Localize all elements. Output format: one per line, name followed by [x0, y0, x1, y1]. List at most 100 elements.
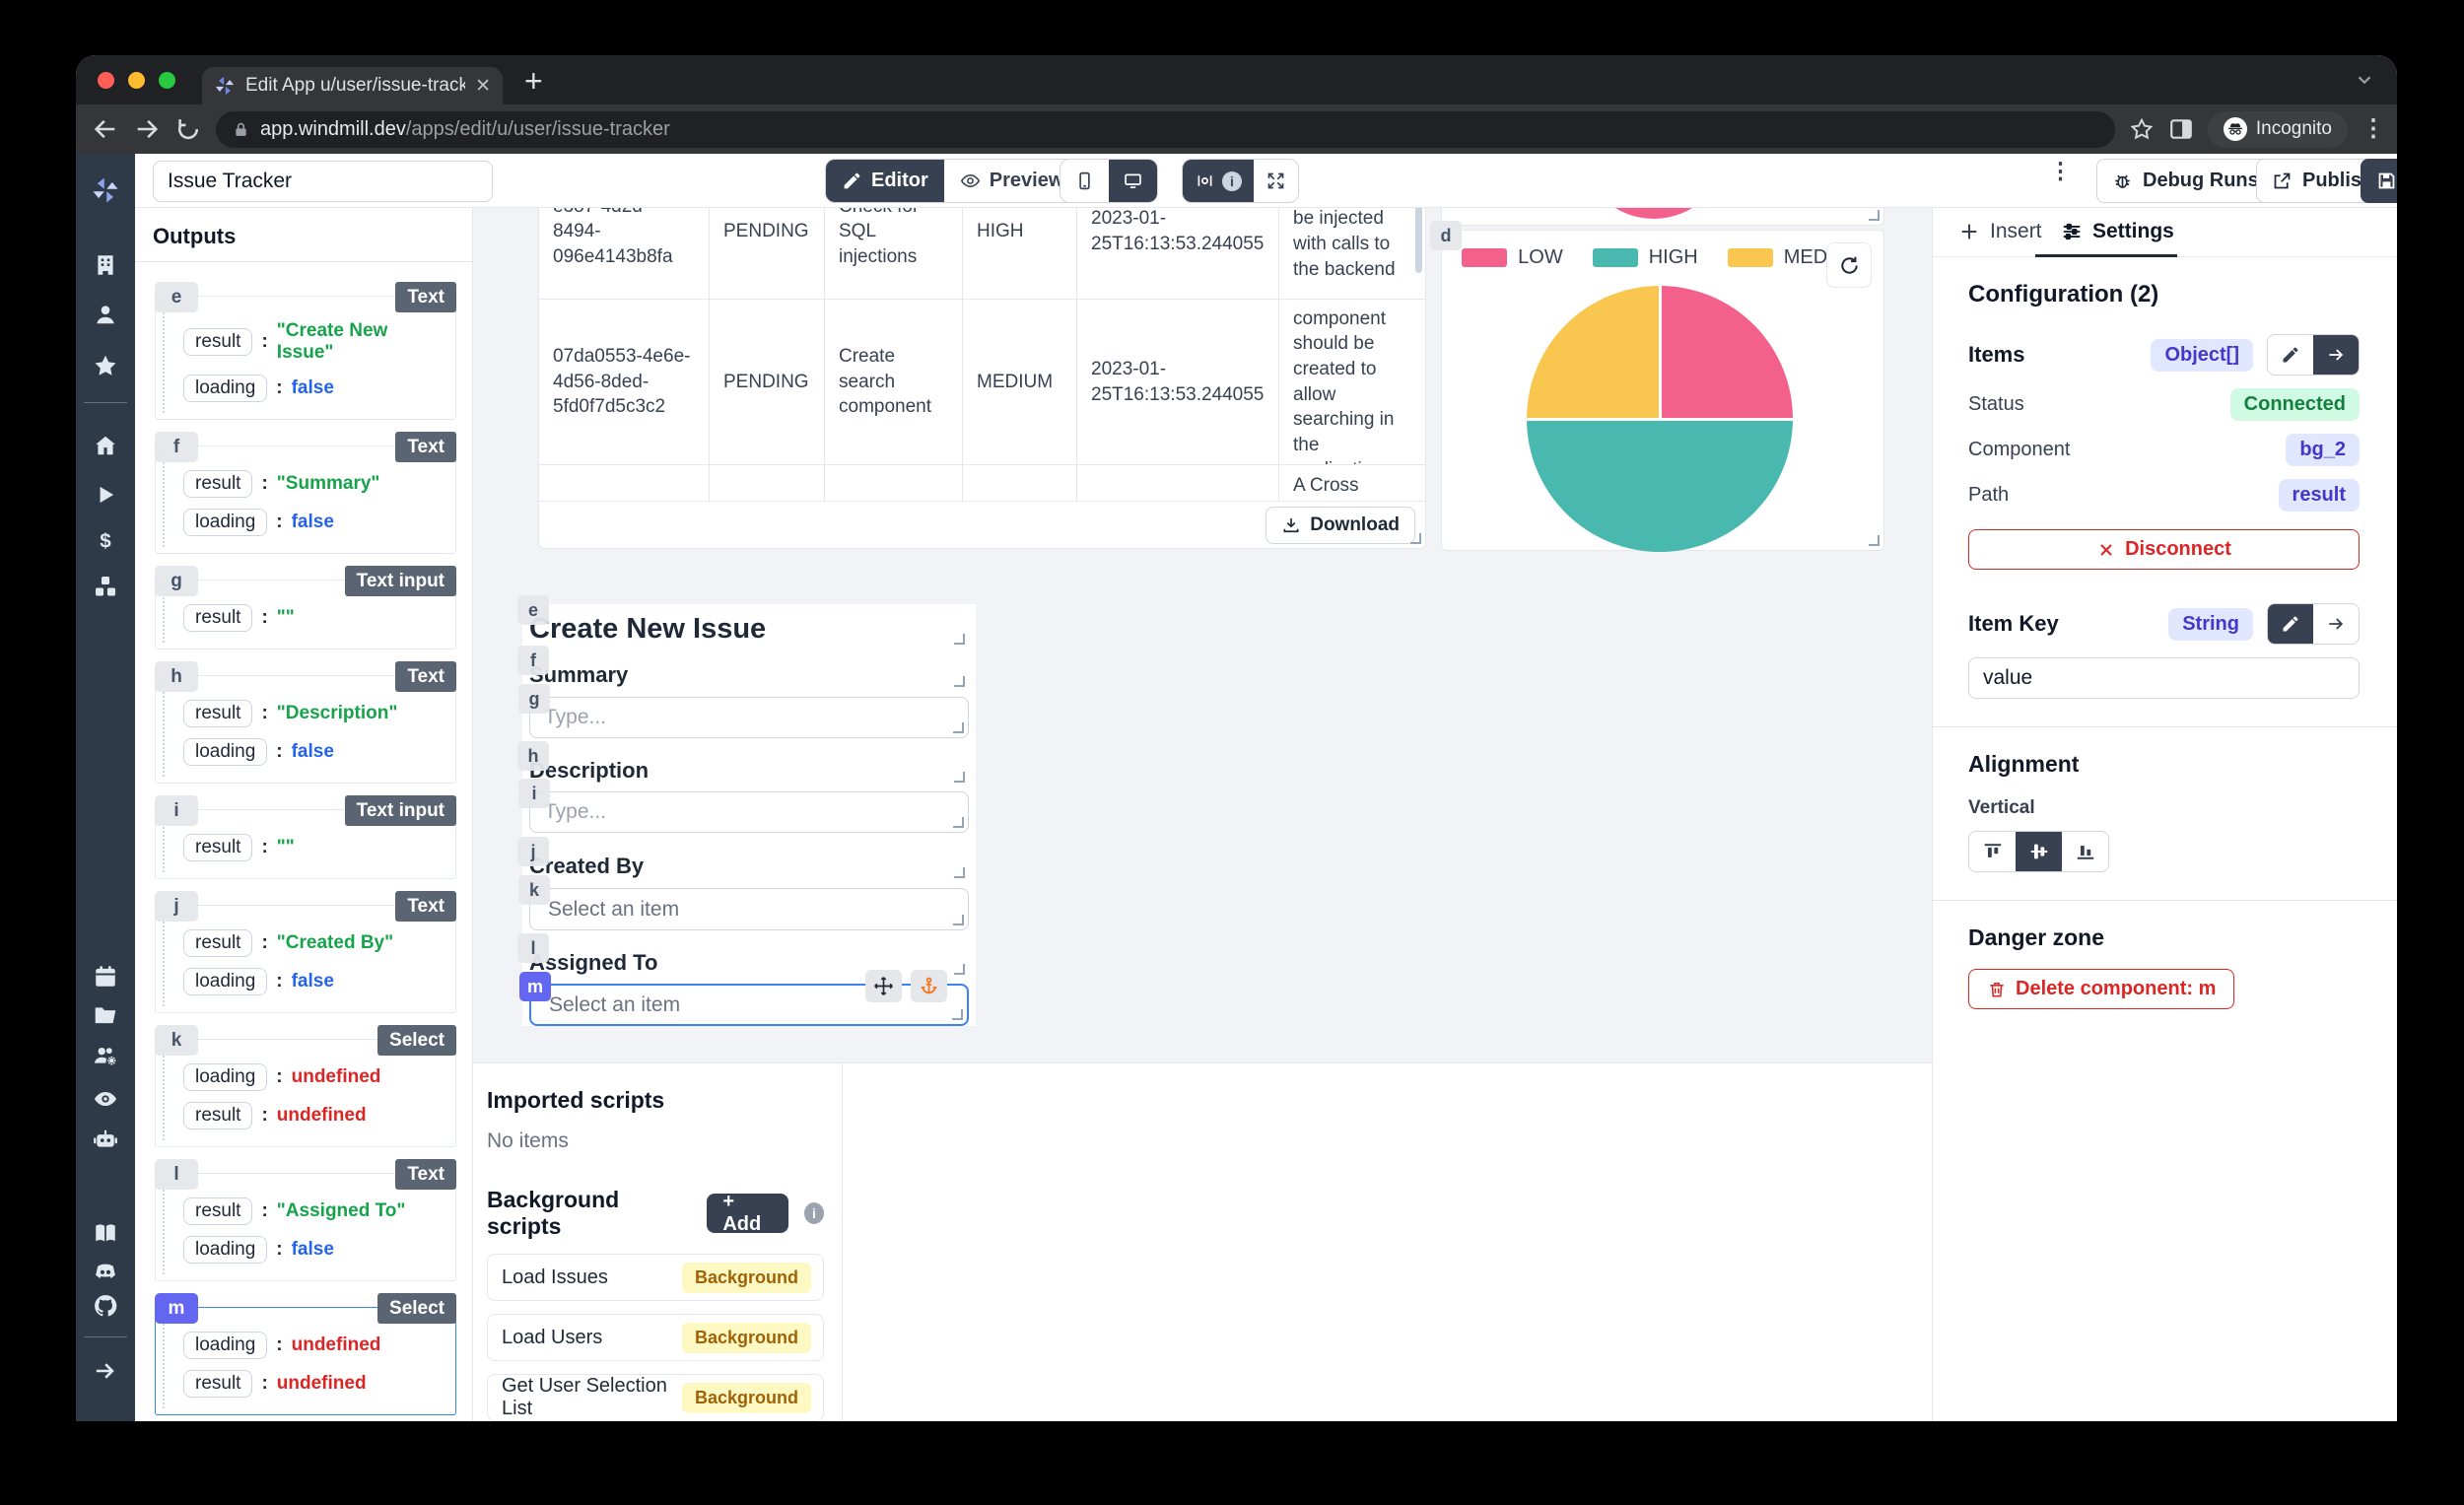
- connect-arrow-button[interactable]: [2313, 604, 2359, 644]
- fullscreen-button[interactable]: [1254, 160, 1298, 202]
- close-window-button[interactable]: [98, 72, 114, 89]
- align-top-button[interactable]: [1969, 832, 2016, 871]
- app-canvas[interactable]: e387-4d2d-8494-096e4143b8faPENDINGCheck …: [473, 208, 1932, 1062]
- folder-open-icon[interactable]: [93, 1002, 118, 1028]
- traffic-lights[interactable]: [98, 72, 175, 89]
- output-field-loading[interactable]: loading: undefined: [183, 1063, 447, 1091]
- form-label-h[interactable]: h Description: [517, 741, 969, 787]
- url-bar[interactable]: app.windmill.dev/apps/edit/u/user/issue-…: [216, 110, 2115, 148]
- browser-menu-icon[interactable]: ⋮: [2361, 115, 2385, 142]
- github-icon[interactable]: [93, 1293, 118, 1319]
- app-name-input[interactable]: [153, 161, 493, 202]
- output-card-m[interactable]: m Select loading: undefined result: undefin…: [155, 1293, 456, 1415]
- output-card-l[interactable]: l Text result: "Assigned To" loading: false: [155, 1159, 456, 1281]
- form-input-i[interactable]: i Type...: [518, 779, 969, 833]
- minimize-window-button[interactable]: [128, 72, 145, 89]
- output-card-f[interactable]: f Text result: "Summary" loading: false: [155, 432, 456, 554]
- move-handle[interactable]: [865, 970, 902, 1002]
- output-field-result[interactable]: result: "": [183, 834, 447, 861]
- download-button[interactable]: Download: [1266, 506, 1415, 544]
- cubes-icon[interactable]: [93, 574, 118, 599]
- table-scrollbar[interactable]: [1415, 208, 1422, 273]
- output-field-result[interactable]: result: "Description": [183, 700, 447, 727]
- legend-item[interactable]: HIGH: [1592, 246, 1698, 269]
- chart-card-partial[interactable]: [1441, 208, 1884, 226]
- output-field-result[interactable]: result: "Created By": [183, 929, 447, 957]
- delete-component-button[interactable]: Delete component: m: [1968, 969, 2235, 1009]
- pie-chart-card[interactable]: d LOW HIGH MEDIUM: [1430, 221, 1884, 552]
- output-field-loading[interactable]: loading: false: [183, 1236, 447, 1264]
- preview-tab[interactable]: Preview: [944, 160, 1080, 202]
- zoom-window-button[interactable]: [159, 72, 175, 89]
- edit-static-button[interactable]: [2268, 604, 2313, 644]
- arrow-right-icon[interactable]: [93, 1358, 118, 1384]
- align-center-button[interactable]: [2016, 832, 2062, 871]
- output-field-result[interactable]: result: undefined: [183, 1102, 447, 1129]
- legend-item[interactable]: LOW: [1462, 246, 1563, 269]
- output-field-loading[interactable]: loading: false: [183, 968, 447, 995]
- forward-icon[interactable]: [133, 115, 161, 143]
- form-select-k[interactable]: k Select an item: [518, 875, 969, 930]
- form-label-l[interactable]: l Assigned To: [517, 933, 969, 979]
- output-field-loading[interactable]: loading: undefined: [183, 1332, 447, 1359]
- tab-close-icon[interactable]: ✕: [475, 75, 491, 97]
- eye-icon[interactable]: [93, 1086, 118, 1112]
- windmill-logo-icon[interactable]: [91, 175, 120, 205]
- background-script-item[interactable]: Load Issues Background: [487, 1254, 824, 1301]
- output-field-loading[interactable]: loading: false: [183, 738, 447, 766]
- output-card-i[interactable]: i Text input result: "": [155, 795, 456, 879]
- editor-tab[interactable]: Editor: [826, 160, 944, 202]
- calendar-icon[interactable]: [93, 964, 118, 990]
- form-label-j[interactable]: j Created By: [517, 837, 969, 882]
- output-field-result[interactable]: result: "Create New Issue": [183, 320, 447, 364]
- tab-insert[interactable]: Insert: [1958, 208, 2042, 254]
- dollar-icon[interactable]: $: [93, 528, 118, 554]
- add-background-script-button[interactable]: + Add: [707, 1191, 788, 1235]
- output-field-result[interactable]: result: "": [183, 604, 447, 632]
- discord-icon[interactable]: [93, 1259, 118, 1284]
- diff-view-button[interactable]: i: [1183, 160, 1254, 202]
- reload-icon[interactable]: [174, 115, 202, 143]
- chevron-down-icon[interactable]: [2354, 69, 2375, 91]
- mobile-view-button[interactable]: [1061, 160, 1109, 202]
- background-script-item[interactable]: Load Users Background: [487, 1314, 824, 1361]
- desktop-view-button[interactable]: [1109, 160, 1157, 202]
- output-card-e[interactable]: e Text result: "Create New Issue" loading:…: [155, 282, 456, 420]
- output-field-loading[interactable]: loading: false: [183, 375, 447, 402]
- browser-tab[interactable]: Edit App u/user/issue-tracker | ✕: [202, 67, 503, 104]
- anchor-button[interactable]: [911, 970, 947, 1002]
- robot-icon[interactable]: [93, 1127, 118, 1152]
- output-card-k[interactable]: k Select loading: undefined result: undefin…: [155, 1025, 456, 1147]
- form-select-m[interactable]: m Select an item: [519, 970, 969, 1026]
- user-group-gear-icon[interactable]: [93, 1043, 118, 1068]
- table-row[interactable]: e387-4d2d-8494-096e4143b8faPENDINGCheck …: [539, 208, 1425, 300]
- new-tab-button[interactable]: +: [524, 63, 543, 99]
- building-icon[interactable]: [93, 252, 118, 278]
- table-row[interactable]: A Cross Origin: [539, 465, 1425, 502]
- book-icon[interactable]: [93, 1220, 118, 1246]
- play-icon[interactable]: [93, 482, 118, 508]
- output-field-result[interactable]: result: undefined: [183, 1370, 447, 1398]
- item-key-input[interactable]: [1968, 657, 2360, 699]
- star-icon[interactable]: [93, 353, 118, 378]
- align-bottom-button[interactable]: [2062, 832, 2108, 871]
- form-input-g[interactable]: g Type...: [518, 684, 969, 738]
- home-icon[interactable]: [93, 433, 118, 458]
- background-script-item[interactable]: Get User Selection List Background: [487, 1374, 824, 1421]
- disconnect-button[interactable]: Disconnect: [1968, 529, 2360, 570]
- output-field-result[interactable]: result: "Assigned To": [183, 1197, 447, 1225]
- tab-settings[interactable]: Settings: [2061, 208, 2174, 254]
- connect-arrow-button[interactable]: [2313, 335, 2359, 375]
- table-row[interactable]: 07da0553-4e6e-4d56-8ded-5fd0f7d5c3c2 PEND…: [539, 300, 1425, 465]
- output-field-result[interactable]: result: "Summary": [183, 470, 447, 498]
- more-options-icon[interactable]: ⋮: [2049, 158, 2072, 183]
- form-heading-e[interactable]: e Create New Issue: [517, 595, 969, 649]
- edit-static-button[interactable]: [2268, 335, 2313, 375]
- user-icon[interactable]: [93, 302, 118, 327]
- save-button[interactable]: Save: [2361, 159, 2397, 203]
- issues-table-card[interactable]: e387-4d2d-8494-096e4143b8faPENDINGCheck …: [538, 208, 1426, 549]
- side-panel-icon[interactable]: [2168, 116, 2194, 142]
- output-card-g[interactable]: g Text input result: "": [155, 566, 456, 650]
- output-card-j[interactable]: j Text result: "Created By" loading: false: [155, 891, 456, 1013]
- bookmark-star-icon[interactable]: [2129, 116, 2155, 142]
